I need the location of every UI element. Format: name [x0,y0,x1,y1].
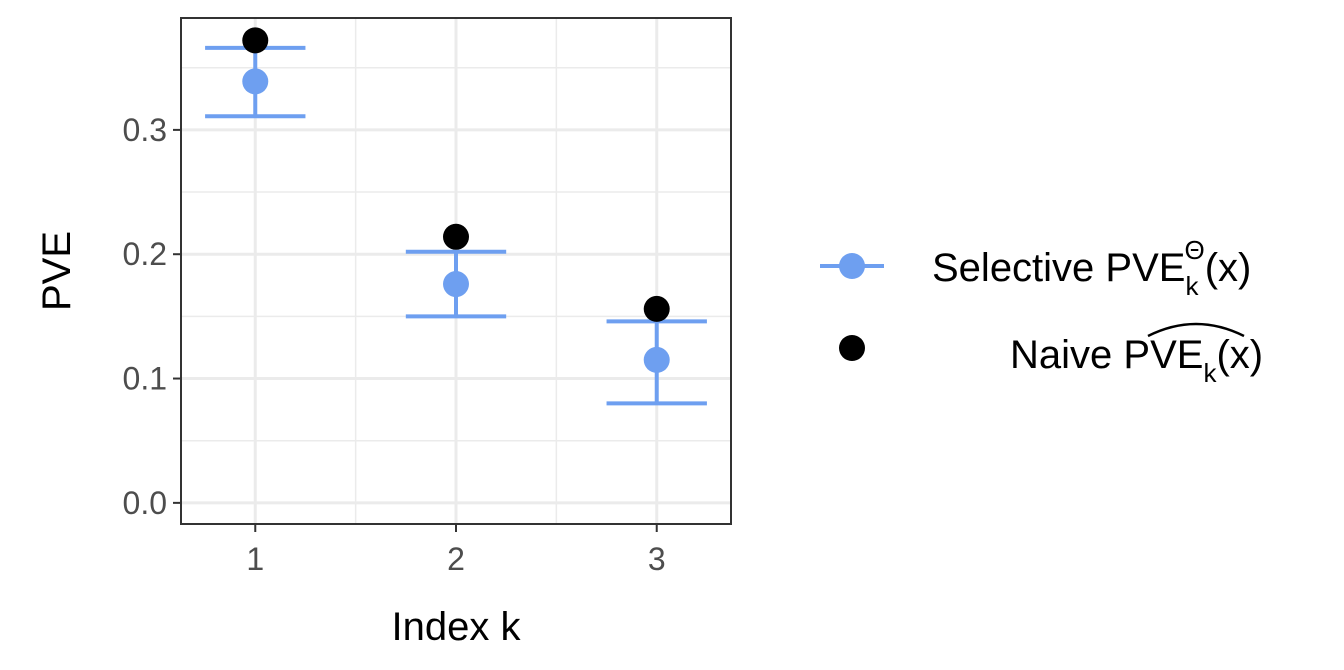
legend: Selective PVEkΘ(x) Naive PVEk(x) [820,235,1263,388]
legend-label-naive: Naive PVEk(x) [1010,333,1263,388]
x-tick-label: 3 [648,541,666,577]
x-axis-ticks: 1 2 3 [246,524,666,577]
y-tick-label: 0.2 [123,236,167,272]
selective-point [643,346,670,373]
selective-point [443,271,469,298]
x-tick-label: 1 [246,541,264,577]
y-tick-label: 0.1 [123,361,167,397]
naive-point [443,223,469,250]
y-axis-ticks: 0.0 0.1 0.2 0.3 [123,112,181,521]
y-axis-title: PVE [35,231,79,311]
legend-key-selective [820,253,884,279]
x-tick-label: 2 [447,541,465,577]
x-axis-title: Index k [392,605,522,649]
legend-hat-mark [1147,322,1245,338]
y-tick-label: 0.3 [123,112,167,148]
legend-key-naive [839,335,865,361]
legend-label-selective: Selective PVEkΘ(x) [932,235,1251,301]
selective-point [242,68,269,95]
naive-points [242,27,670,322]
naive-point [643,295,670,322]
selective-points [242,68,670,373]
y-tick-label: 0.0 [123,485,167,521]
naive-point [242,27,269,54]
